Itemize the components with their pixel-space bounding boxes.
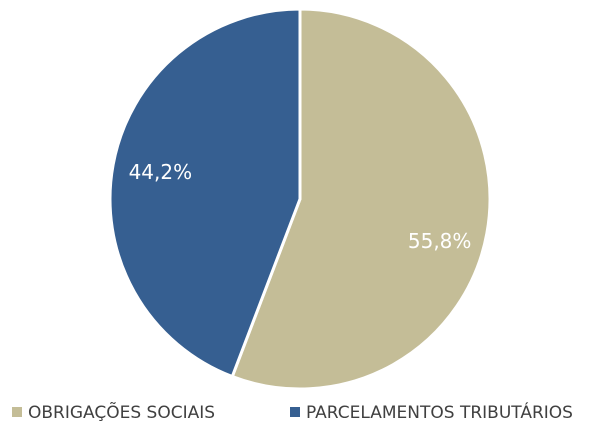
legend-swatch xyxy=(290,407,300,417)
legend-label: PARCELAMENTOS TRIBUTÁRIOS xyxy=(306,401,573,423)
legend-label: OBRIGAÇÕES SOCIAIS xyxy=(28,401,215,423)
pie-slice xyxy=(230,7,492,391)
legend-swatch xyxy=(12,407,22,417)
pie-slice xyxy=(108,7,302,379)
data-label: 44,2% xyxy=(129,160,193,184)
data-label: 55,8% xyxy=(408,229,472,253)
